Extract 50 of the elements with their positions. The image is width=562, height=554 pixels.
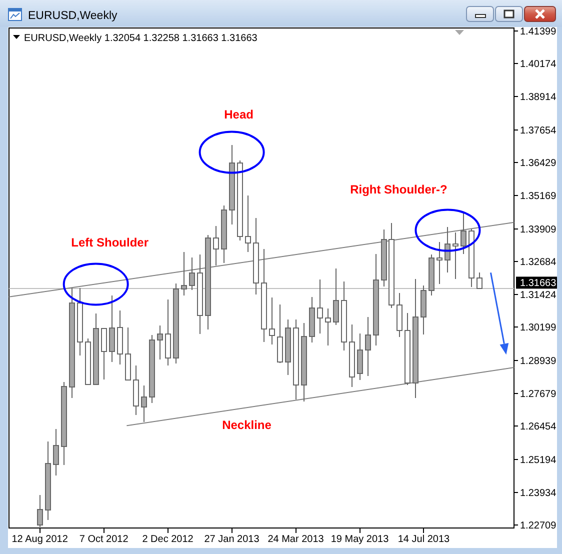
y-tick-label: 1.41399 [520, 26, 557, 38]
candlestick [100, 328, 107, 380]
y-tick-label: 1.30199 [520, 322, 557, 334]
y-tick-label: 1.23934 [520, 488, 557, 500]
annotation: Left Shoulder [71, 235, 149, 250]
chart-title: EURUSD,Weekly [28, 10, 118, 22]
text: EURUSD,Weekly 1.32054 1.32258 1.31663 1.31663 [24, 33, 258, 44]
candlestick [268, 296, 275, 345]
candlestick [140, 384, 147, 423]
x-tick-label: 24 Mar 2013 [268, 534, 324, 545]
candlestick [36, 494, 43, 528]
y-tick-label: 1.37654 [520, 125, 557, 136]
candlestick [188, 257, 195, 290]
y-tick-label: 1.40174 [520, 58, 557, 70]
y-tick-label: 1.25194 [520, 454, 557, 466]
annotation: Right Shoulder-? [350, 182, 448, 196]
y-tick-label: 1.38914 [520, 92, 557, 104]
candlestick [356, 333, 363, 381]
candlestick [460, 212, 467, 255]
candlestick [108, 295, 115, 363]
y-tick-label: 1.31424 [520, 290, 557, 302]
candlestick [212, 225, 219, 266]
x-tick-label: 12 Aug 2012 [12, 534, 68, 545]
x-tick-label: 2 Dec 2012 [142, 534, 194, 545]
candlestick [436, 241, 443, 284]
y-tick-label: 1.27679 [520, 389, 557, 400]
candlestick [156, 325, 163, 360]
x-tick-label: 7 Oct 2012 [79, 534, 129, 545]
candlestick [476, 272, 483, 289]
y-tick-label: 1.36429 [520, 158, 557, 169]
candlestick [52, 428, 59, 476]
x-tick-label: 14 Jul 2013 [398, 534, 450, 545]
y-tick-label: 1.32684 [520, 256, 557, 268]
x-tick-label: 27 Jan 2013 [204, 534, 260, 545]
candlestick [332, 268, 339, 326]
y-tick-label: 1.35169 [520, 191, 557, 202]
ref-line-label: 1.31663 [520, 278, 557, 290]
candlestick [452, 232, 459, 280]
candlestick [324, 308, 331, 346]
candlestick [364, 316, 371, 377]
x-tick-label: 19 May 2013 [330, 534, 390, 545]
annotation: Head [224, 107, 254, 122]
series-label: Neckline [222, 418, 272, 432]
candlestick [180, 251, 187, 296]
candlestick [316, 279, 323, 334]
candlestick [244, 195, 251, 252]
y-tick-label: 1.26454 [520, 422, 557, 433]
y-tick-label: 1.28939 [520, 356, 557, 367]
y-tick-label: 1.22709 [520, 520, 557, 532]
y-tick-label: 1.33909 [520, 224, 557, 236]
